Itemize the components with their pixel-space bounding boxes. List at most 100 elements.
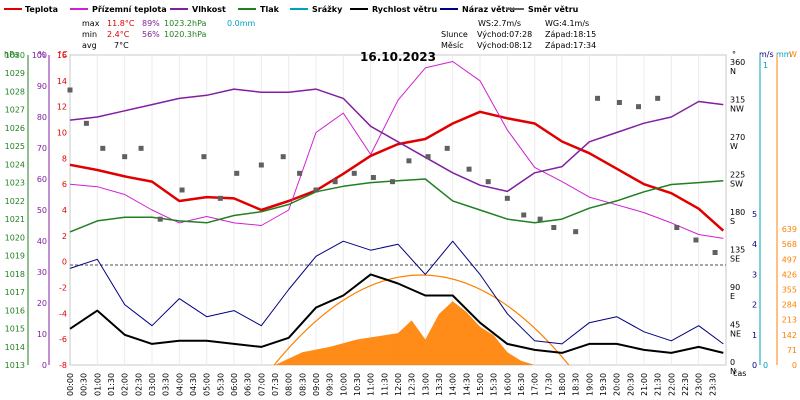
temperature-tick: 16 [57,51,67,60]
wind-direction-point [351,170,357,176]
stat-min-humidity: 56% [142,30,160,39]
wind-direction-point [332,179,338,185]
pressure-tick: 1019 [5,252,25,261]
wind-direction-point [406,158,412,164]
wind-direction-point [444,145,450,151]
wind-direction-point [280,154,286,160]
x-tick-label: 04:30 [189,373,198,396]
humidity-tick: 40 [37,237,47,246]
legend-label: Směr větru [528,4,579,14]
solar-tick: 568 [782,240,797,249]
astro-block: WS:2.7m/s WG:4.1m/s Slunce Východ:07:28 … [441,19,596,50]
pressure-tick: 1026 [5,124,25,133]
x-tick-label: 16:30 [517,373,526,396]
stat-min-pressure: 1020.3hPa [164,30,207,39]
temperature-tick: -4 [59,309,67,318]
x-tick-label: 12:00 [394,373,403,396]
direction-tick: 270 [730,133,745,142]
vertical-gridlines [96,55,700,365]
humidity-tick: 50 [37,206,47,215]
legend-prizemni-teplota: Přízemní teplota [70,5,167,14]
x-tick-label: 22:00 [667,373,676,396]
temperature-tick: 2 [62,232,67,241]
x-tick-label: 07:00 [257,373,266,396]
wind-direction-point [636,104,642,110]
direction-letter: N [730,367,736,376]
wind-direction-point [551,225,557,230]
direction-tick: 180 [730,208,745,217]
x-tick-label: 11:30 [380,373,389,396]
wind-speed-unit: m/s [759,50,774,59]
pressure-tick: 1025 [5,142,25,151]
pressure-tick: 1015 [5,325,25,334]
pressure-tick: 1013 [5,361,25,370]
wind-direction-point [655,95,661,101]
direction-letter: NE [730,330,741,339]
x-tick-label: 21:30 [654,373,663,396]
sun-arc [273,274,570,366]
temperature-tick: -6 [59,335,67,344]
legend: Teplota Přízemní teplota Vlhkost Tlak Sr… [4,4,579,14]
wind-direction-point [217,195,223,201]
wind-direction-point [693,237,699,243]
axis-units: hPa % °C ° m/s mm W čas [4,50,797,378]
solar-radiation-series [275,301,571,365]
x-tick-label: 01:30 [107,373,116,396]
x-tick-label: 11:00 [367,373,376,396]
stat-max-humidity: 89% [142,19,160,28]
pressure-tick: 1029 [5,69,25,78]
wind-speed-line [69,273,724,354]
legend-label: Přízemní teplota [92,5,167,14]
temperature-tick: 14 [57,77,67,86]
x-tick-label: 18:30 [572,373,581,396]
solar-tick: 71 [787,346,797,355]
solar-tick: 639 [782,225,797,234]
x-tick-label: 09:00 [312,373,321,396]
wind-direction-point [616,100,622,105]
pressure-tick: 1027 [5,106,25,115]
x-tick-label: 03:00 [148,373,157,396]
wind-direction-point [674,225,680,230]
x-tick-label: 18:00 [558,373,567,396]
wind-direction-point [201,154,207,160]
x-tick-label: 15:00 [476,373,485,396]
wind-direction-point [258,162,264,168]
solar-tick: 142 [782,331,797,340]
temperature-tick: 8 [62,154,67,163]
solar-tick: 213 [782,316,797,325]
pressure-tick: 1024 [5,160,25,169]
humidity-tick: 10 [37,330,47,339]
direction-letter: S [730,217,735,226]
x-tick-label: 03:30 [162,373,171,396]
temperature-tick: 12 [57,103,67,112]
stats-block: max 11.8°C 89% 1023.2hPa 0.0mm min 2.4°C… [82,19,256,50]
direction-tick: 45 [730,321,740,330]
x-tick-label: 19:00 [585,373,594,396]
rain-tick: 1 [763,61,768,70]
direction-tick: 135 [730,246,745,255]
humidity-tick: 20 [37,299,47,308]
x-tick-label: 14:00 [449,373,458,396]
direction-letter: W [730,142,738,151]
legend-srazky: Srážky [290,5,343,14]
temperature-unit: °C [58,50,68,59]
direction-letter: E [730,292,735,301]
x-tick-label: 20:30 [626,373,635,396]
wind-direction-point [297,170,303,176]
x-tick-label: 17:30 [544,373,553,396]
stat-label: min [82,30,97,39]
x-tick-label: 22:30 [681,373,690,396]
stat-label: max [82,19,100,28]
wind-direction-point [67,87,73,93]
pressure-tick: 1018 [5,270,25,279]
moonset: Západ:17:34 [545,41,596,50]
sunrise: Východ:07:28 [477,30,532,39]
stat-label: avg [82,41,97,50]
stat-max-pressure: 1023.2hPa [164,19,207,28]
pressure-tick: 1028 [5,87,25,96]
humidity-tick: 0 [42,361,47,370]
wind-direction-point [157,216,163,222]
pressure-tick: 1020 [5,233,25,242]
wind-speed-tick: 4 [752,240,757,249]
